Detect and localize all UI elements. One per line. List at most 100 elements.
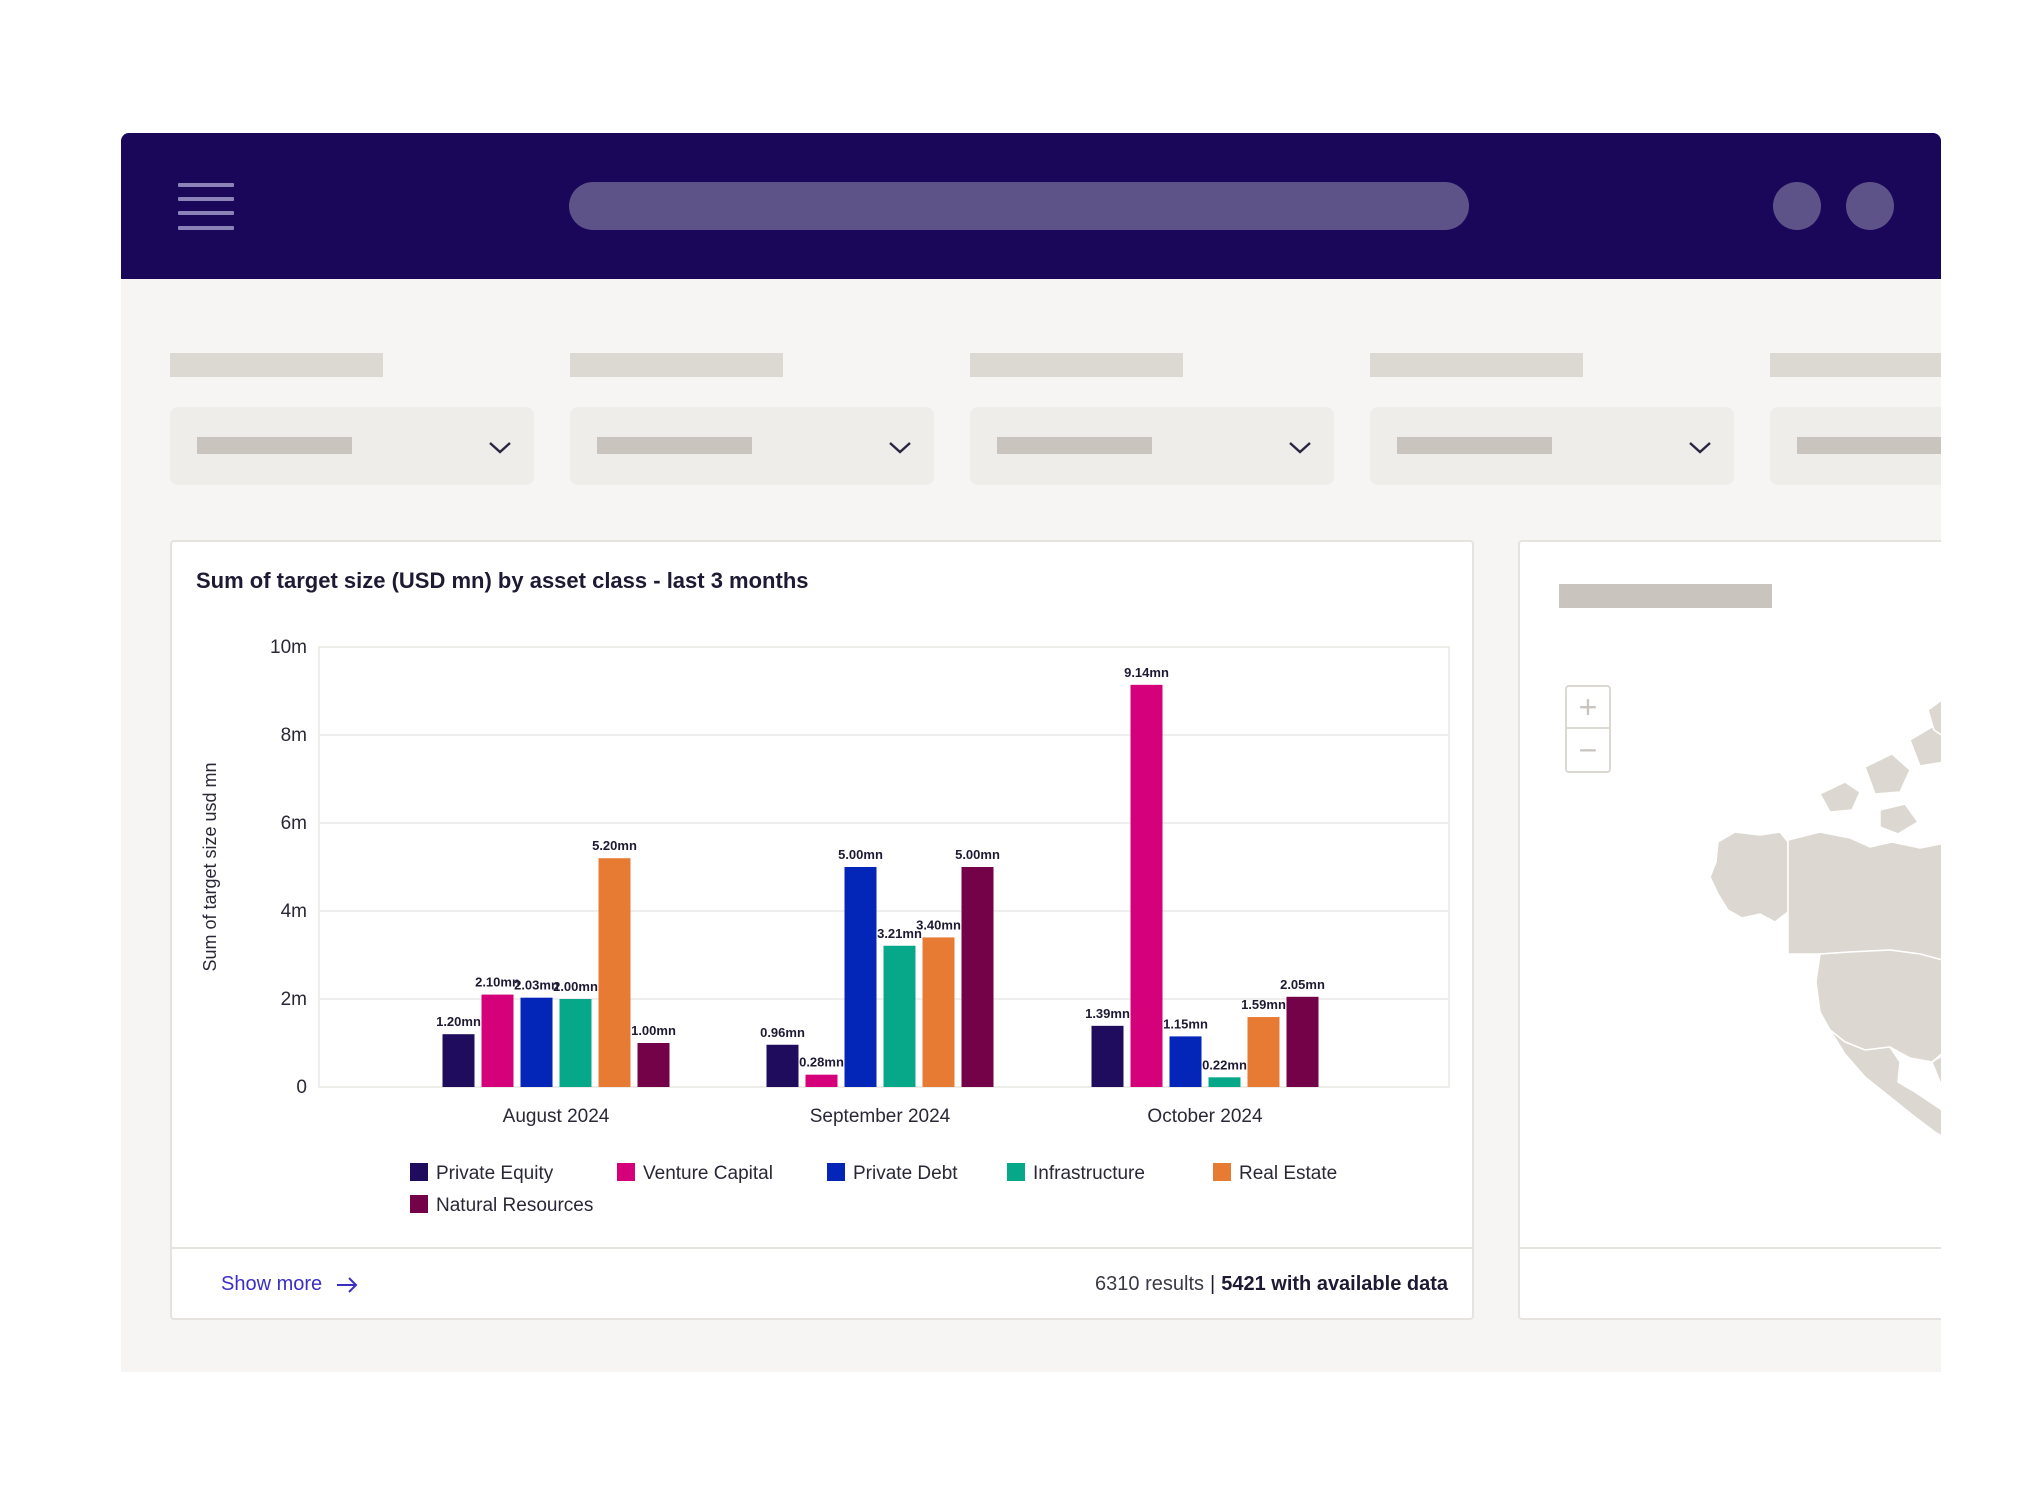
- x-tick-label: October 2024: [1147, 1106, 1263, 1127]
- legend-swatch: [410, 1195, 428, 1213]
- legend-swatch: [827, 1163, 845, 1181]
- filter-dropdown[interactable]: [570, 407, 934, 485]
- zoom-out-button[interactable]: −: [1578, 731, 1598, 768]
- data-label: 5.00mn: [955, 847, 1000, 862]
- x-tick-label: September 2024: [810, 1106, 951, 1127]
- y-tick-label: 4m: [281, 901, 307, 922]
- filter-value-placeholder: [197, 437, 352, 454]
- top-navigation-bar: [121, 133, 1941, 279]
- available-data-count: 5421 with available data: [1221, 1273, 1448, 1295]
- bar: [766, 1044, 799, 1087]
- chevron-down-icon: [1289, 442, 1311, 454]
- bar: [1169, 1036, 1202, 1087]
- filter-label-placeholder: [1770, 353, 1941, 377]
- y-tick-label: 6m: [281, 813, 307, 834]
- legend-swatch: [617, 1163, 635, 1181]
- data-label: 2.05mn: [1280, 977, 1325, 992]
- bar: [442, 1034, 475, 1087]
- map-zoom-control: + −: [1565, 685, 1611, 773]
- legend-label: Private Debt: [853, 1163, 958, 1184]
- chevron-down-icon: [489, 442, 511, 454]
- data-label: 2.00mn: [553, 979, 598, 994]
- bar-chart: 0 2m 4m 6m 8m 10m Sum of target size usd mn 1.2…: [200, 637, 1450, 1216]
- results-summary: 6310 results | 5421 with available data: [1095, 1273, 1448, 1296]
- filter-label-placeholder: [170, 353, 383, 377]
- filter-value-placeholder: [1397, 437, 1552, 454]
- zoom-in-button[interactable]: +: [1567, 687, 1609, 729]
- data-label: 1.39mn: [1085, 1006, 1130, 1021]
- data-label: 1.15mn: [1163, 1016, 1208, 1031]
- hamburger-menu-icon[interactable]: [178, 183, 234, 231]
- bar: [1286, 996, 1319, 1087]
- y-tick-label: 2m: [281, 989, 307, 1010]
- search-bar[interactable]: [569, 182, 1469, 230]
- map-card-divider: [1520, 1247, 1941, 1249]
- app-window: Sum of target size (USD mn) by asset cla…: [121, 133, 1941, 1372]
- bar: [1130, 684, 1163, 1087]
- y-tick-label: 10m: [270, 637, 307, 658]
- map-title-placeholder: [1559, 584, 1772, 608]
- legend-label: Private Equity: [436, 1163, 554, 1184]
- filter-value-placeholder: [997, 437, 1152, 454]
- card-footer: Show more 6310 results | 5421 with availab…: [172, 1247, 1472, 1320]
- data-label: 1.00mn: [631, 1023, 676, 1038]
- bar: [481, 994, 514, 1087]
- filter-dropdown[interactable]: [170, 407, 534, 485]
- results-count: 6310 results: [1095, 1273, 1205, 1295]
- data-label: 5.20mn: [592, 838, 637, 853]
- filter-label-placeholder: [970, 353, 1183, 377]
- legend-label: Natural Resources: [436, 1195, 593, 1216]
- chevron-down-icon: [889, 442, 911, 454]
- data-label: 1.20mn: [436, 1014, 481, 1029]
- legend-label: Venture Capital: [643, 1163, 773, 1184]
- filter-label-placeholder: [570, 353, 783, 377]
- data-label: 9.14mn: [1124, 665, 1169, 680]
- chart-title: Sum of target size (USD mn) by asset cla…: [196, 568, 809, 593]
- x-tick-label: August 2024: [503, 1106, 610, 1127]
- bar: [559, 999, 592, 1087]
- data-label: 0.22mn: [1202, 1057, 1247, 1072]
- filter-dropdown[interactable]: [970, 407, 1334, 485]
- legend-swatch: [1007, 1163, 1025, 1181]
- chart-card: Sum of target size (USD mn) by asset cla…: [170, 540, 1474, 1320]
- data-label: 0.96mn: [760, 1025, 805, 1040]
- filter-value-placeholder: [1797, 437, 1941, 454]
- bar: [598, 858, 631, 1087]
- legend-swatch: [1213, 1163, 1231, 1181]
- results-separator: |: [1210, 1273, 1216, 1295]
- filter-value-placeholder: [597, 437, 752, 454]
- bar: [520, 997, 553, 1087]
- data-label: 3.40mn: [916, 917, 961, 932]
- bar: [637, 1043, 670, 1087]
- data-label: 1.59mn: [1241, 997, 1286, 1012]
- data-label: 3.21mn: [877, 926, 922, 941]
- y-tick-label: 8m: [281, 725, 307, 746]
- y-tick-label: 0: [296, 1077, 307, 1098]
- bar: [883, 945, 916, 1087]
- bar: [844, 867, 877, 1087]
- legend-swatch: [410, 1163, 428, 1181]
- world-map[interactable]: [1520, 542, 1941, 1247]
- filter-dropdown[interactable]: [1370, 407, 1734, 485]
- show-more-link[interactable]: Show more: [221, 1273, 358, 1296]
- legend-label: Real Estate: [1239, 1163, 1337, 1184]
- legend-label: Infrastructure: [1033, 1163, 1145, 1184]
- user-avatar-placeholder[interactable]: [1773, 182, 1821, 230]
- bar: [922, 937, 955, 1087]
- bar: [1208, 1077, 1241, 1087]
- bar: [1247, 1017, 1280, 1087]
- settings-avatar-placeholder[interactable]: [1846, 182, 1894, 230]
- data-label: 2.03mn: [514, 978, 559, 993]
- data-label: 2.10mn: [475, 975, 520, 990]
- map-card: + −: [1518, 540, 1941, 1320]
- data-label: 0.28mn: [799, 1055, 844, 1070]
- bar: [961, 867, 994, 1087]
- arrow-right-icon: [337, 1276, 358, 1293]
- bar: [1091, 1025, 1124, 1087]
- chevron-down-icon: [1689, 442, 1711, 454]
- show-more-label: Show more: [221, 1273, 323, 1295]
- filter-label-placeholder: [1370, 353, 1583, 377]
- data-label: 5.00mn: [838, 847, 883, 862]
- filter-dropdown[interactable]: [1770, 407, 1941, 485]
- y-axis-label: Sum of target size usd mn: [200, 762, 220, 971]
